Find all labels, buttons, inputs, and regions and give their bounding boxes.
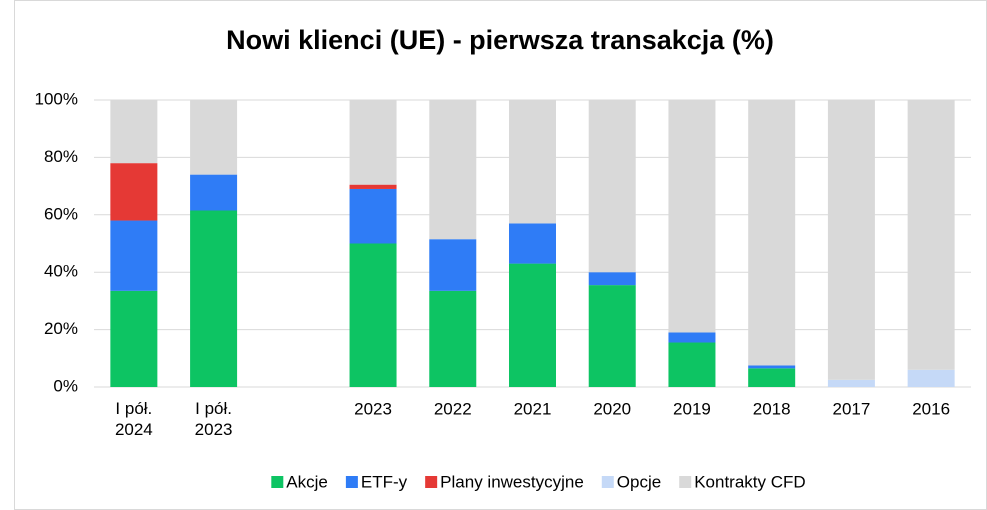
x-tick-label: 2023 xyxy=(354,399,392,418)
bar-segment xyxy=(429,290,477,387)
legend-swatch xyxy=(345,476,358,488)
legend-label: Akcje xyxy=(286,472,328,491)
legend-swatch xyxy=(679,476,692,488)
bar-segment xyxy=(748,100,796,366)
bar-segment xyxy=(907,100,955,370)
bar-segment xyxy=(588,272,636,286)
bar-segment xyxy=(429,239,477,291)
x-tick-label: 2016 xyxy=(912,399,950,418)
y-tick-label: 20% xyxy=(44,319,78,338)
bar-segment xyxy=(190,210,238,387)
bar-segment xyxy=(509,263,556,387)
x-tick-label: 2019 xyxy=(673,399,711,418)
bar-segment xyxy=(110,290,158,387)
legend-swatch xyxy=(271,476,284,488)
legend-swatch xyxy=(425,476,438,488)
bar-segment xyxy=(349,100,397,185)
bar-segment xyxy=(509,223,556,264)
y-tick-label: 100% xyxy=(35,89,78,108)
bar-segment xyxy=(110,163,158,221)
bar-segment xyxy=(588,100,636,273)
y-tick-label: 0% xyxy=(53,376,78,395)
bar-segment xyxy=(827,100,875,380)
bar-segment xyxy=(349,188,397,244)
x-tick-label: 2017 xyxy=(832,399,870,418)
bar-segment xyxy=(668,100,716,333)
bar-segment xyxy=(907,369,955,387)
bar-segment xyxy=(748,365,796,369)
legend-label: Plany inwestycyjne xyxy=(440,472,584,491)
bar-segment xyxy=(349,243,397,387)
y-tick-label: 80% xyxy=(44,147,78,166)
y-tick-label: 60% xyxy=(44,204,78,223)
bar-segment xyxy=(748,368,796,387)
bar-segment xyxy=(110,220,158,291)
x-tick-label: 2022 xyxy=(434,399,472,418)
x-tick-label: 2021 xyxy=(514,399,552,418)
bar-segment xyxy=(668,342,716,387)
bar-segment xyxy=(668,332,716,343)
x-tick-label: 2018 xyxy=(753,399,791,418)
x-tick-label: 2020 xyxy=(593,399,631,418)
bar-segment xyxy=(827,379,875,387)
chart-title: Nowi klienci (UE) - pierwsza transakcja … xyxy=(226,25,774,55)
chart-border xyxy=(14,0,987,510)
x-tick-label: I pół. 2023 xyxy=(195,399,233,439)
x-tick-label: I pół. 2024 xyxy=(115,399,153,439)
bar-segment xyxy=(190,100,238,175)
bar-segment xyxy=(429,100,477,240)
legend-label: Kontrakty CFD xyxy=(694,472,805,491)
bar-segment xyxy=(110,100,158,164)
bar-segment xyxy=(509,100,556,224)
legend-label: ETF-y xyxy=(361,472,408,491)
legend: Akcje ETF-y Plany inwestycyjne Opcje Kontrak… xyxy=(271,472,806,491)
bar-segment xyxy=(349,184,397,189)
bar-segment xyxy=(588,285,636,387)
bar-segment xyxy=(190,174,238,211)
legend-swatch xyxy=(601,476,614,488)
y-tick-label: 40% xyxy=(44,262,78,281)
legend-label: Opcje xyxy=(617,472,661,491)
